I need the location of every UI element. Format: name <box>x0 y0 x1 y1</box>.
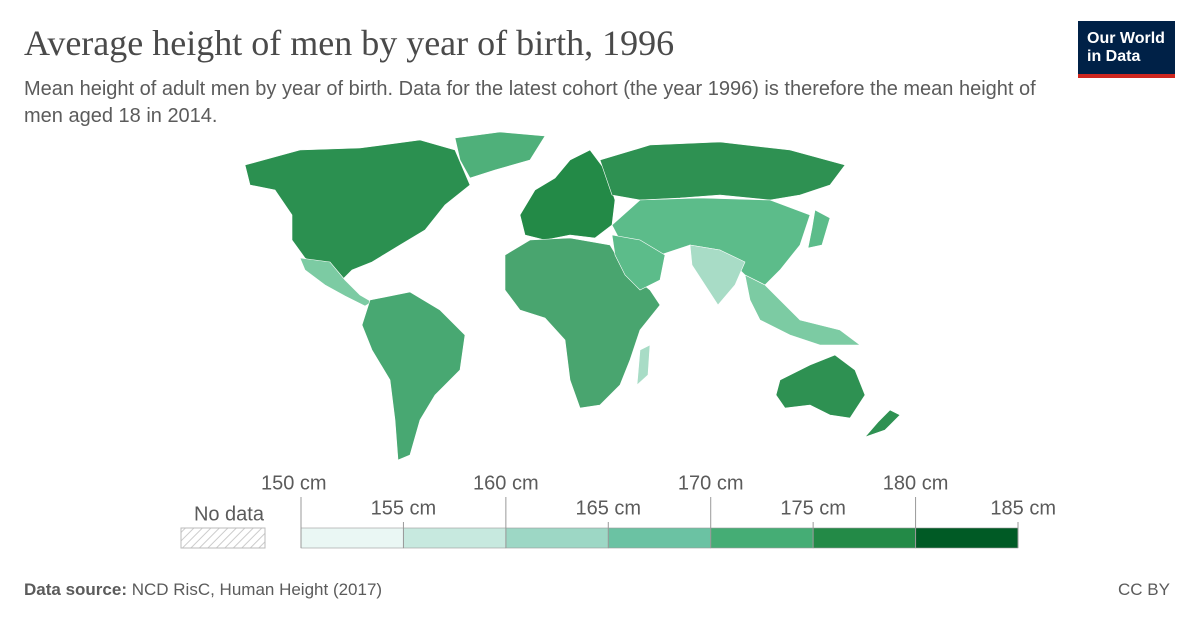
logo-text: in Data <box>1087 48 1141 65</box>
legend-bin <box>915 527 1019 549</box>
australia <box>775 354 866 419</box>
africa <box>504 237 661 409</box>
no-data-swatch <box>180 527 266 549</box>
legend-tick-label: 180 cm <box>883 472 949 494</box>
source-label: Data source: <box>24 580 127 599</box>
logo-text: Our World <box>1087 30 1165 47</box>
legend: No data 150 cm 155 cm 160 cm 165 cm 170 cm 17… <box>180 472 1056 549</box>
legend-bin <box>505 527 609 549</box>
north-america <box>244 139 471 283</box>
south-america <box>361 291 466 461</box>
legend-tick-label: 185 cm <box>990 497 1056 519</box>
middle-east <box>611 234 666 291</box>
logo[interactable]: Our World in Data <box>1078 21 1175 78</box>
countries <box>244 131 901 461</box>
japan <box>807 209 831 249</box>
legend-bin <box>607 527 712 549</box>
title: Average height of men by year of birth, … <box>24 23 675 63</box>
license[interactable]: CC BY <box>1118 580 1170 599</box>
legend-tick-label: 170 cm <box>678 472 744 494</box>
madagascar <box>636 344 651 386</box>
legend-bin <box>710 527 814 549</box>
legend-tick-label: 150 cm <box>261 472 327 494</box>
greenland <box>454 131 546 179</box>
europe <box>519 149 616 241</box>
india <box>689 244 746 306</box>
no-data-label: No data <box>194 503 265 525</box>
legend-tick-label: 155 cm <box>371 497 437 519</box>
legend-bin <box>300 527 404 549</box>
legend-bin <box>812 527 916 549</box>
russia-asia <box>599 141 846 201</box>
new-zealand <box>864 409 901 438</box>
legend-tick-label: 175 cm <box>780 497 846 519</box>
source-text: NCD RisC, Human Height (2017) <box>131 580 383 599</box>
source: Data source: NCD RisC, Human Height (201… <box>24 580 382 600</box>
subtitle: Mean height of adult men by year of birt… <box>24 78 1036 127</box>
legend-bin <box>403 527 507 549</box>
southeast-asia <box>744 274 861 346</box>
legend-tick-label: 165 cm <box>575 497 641 519</box>
legend-tick-label: 160 cm <box>473 472 539 494</box>
